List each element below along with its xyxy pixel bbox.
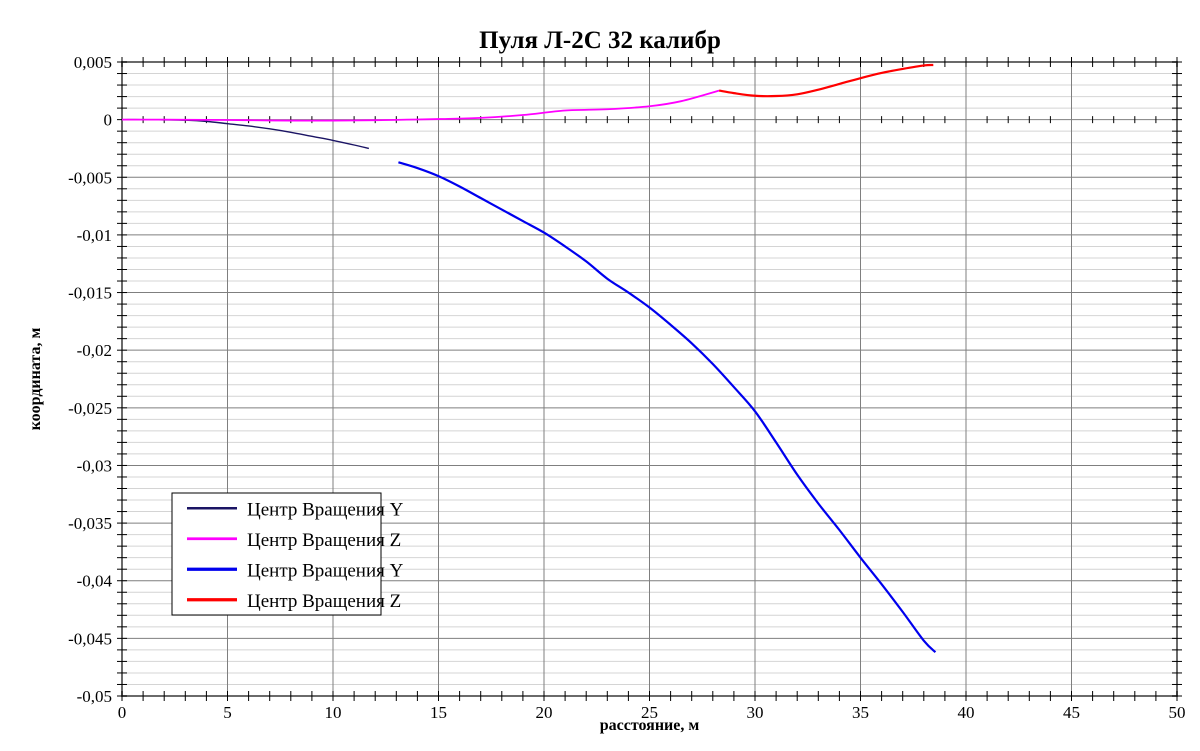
svg-text:координата, м: координата, м: [27, 328, 44, 431]
svg-text:0: 0: [104, 111, 113, 130]
svg-text:-0,035: -0,035: [68, 514, 112, 533]
svg-text:Пуля Л-2С 32 калибр: Пуля Л-2С 32 калибр: [479, 27, 721, 54]
svg-text:15: 15: [430, 703, 447, 722]
svg-text:-0,04: -0,04: [77, 572, 113, 591]
svg-text:-0,015: -0,015: [68, 284, 112, 303]
svg-text:5: 5: [223, 703, 232, 722]
svg-text:0,005: 0,005: [74, 53, 112, 72]
svg-text:Центр Вращения Y: Центр Вращения Y: [247, 499, 404, 520]
svg-text:расстояние, м: расстояние, м: [600, 717, 700, 734]
svg-text:Центр Вращения Z: Центр Вращения Z: [247, 530, 401, 551]
svg-text:35: 35: [852, 703, 869, 722]
svg-text:-0,005: -0,005: [68, 168, 112, 187]
svg-text:40: 40: [958, 703, 975, 722]
svg-text:0: 0: [118, 703, 127, 722]
svg-text:-0,025: -0,025: [68, 399, 112, 418]
svg-text:-0,02: -0,02: [77, 341, 112, 360]
svg-text:30: 30: [747, 703, 764, 722]
svg-text:10: 10: [325, 703, 342, 722]
svg-text:45: 45: [1063, 703, 1080, 722]
svg-text:50: 50: [1169, 703, 1186, 722]
svg-text:-0,03: -0,03: [77, 456, 112, 475]
svg-text:20: 20: [536, 703, 553, 722]
svg-text:-0,01: -0,01: [77, 226, 112, 245]
svg-text:Центр Вращения Z: Центр Вращения Z: [247, 591, 401, 612]
svg-text:-0,05: -0,05: [77, 687, 112, 706]
svg-text:-0,045: -0,045: [68, 629, 112, 648]
svg-text:Центр Вращения Y: Центр Вращения Y: [247, 560, 404, 581]
